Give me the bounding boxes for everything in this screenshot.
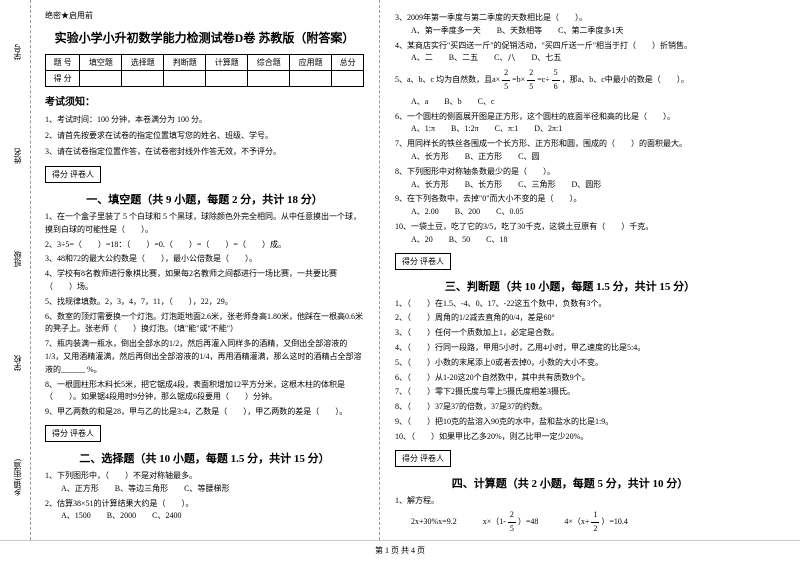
question: 5、a、b、c 均为自然数，且a× 25 =b× 25 =c÷ 56 ，那a、b… [395, 67, 745, 94]
table-cell [206, 71, 248, 87]
question: 1、下列图形中，（ ）不是对称轴最多。 A、正方形 B、等边三角形 C、等腰梯形 [45, 470, 364, 496]
table-cell [164, 71, 206, 87]
table-cell: 应用题 [290, 55, 332, 71]
question: 10、一袋土豆，吃了它的3/5，吃了30千克，这袋土豆原有（ ）千克。 A、20… [395, 221, 745, 247]
table-cell: 填空题 [80, 55, 122, 71]
question: 2、估算38×51的计算结果大约是（ ）。 A、1500 B、2000 C、24… [45, 498, 364, 524]
question: 1、在一个盒子里装了 5 个白球和 5 个黑球，球除颜色外完全相同。从中任意摸出… [45, 211, 364, 237]
section-3-title: 三、判断题（共 10 小题，每题 1.5 分，共计 15 分） [395, 278, 745, 294]
table-cell: 判断题 [164, 55, 206, 71]
table-cell: 总分 [332, 55, 364, 71]
question: 7、瓶内装满一瓶水，倒出全部水的1/2，然后再灌入同样多的酒精，又倒出全部溶液的… [45, 338, 364, 376]
question: 8、一根圆柱形木料长5米，把它锯成4段，表面积增加12平方分米，这根木柱的体积是… [45, 379, 364, 405]
section-2-title: 二、选择题（共 10 小题，每题 1.5 分，共计 15 分） [45, 450, 364, 466]
secret-label: 绝密★启用前 [45, 10, 364, 21]
section-1-title: 一、填空题（共 9 小题，每题 2 分，共计 18 分） [45, 191, 364, 207]
table-cell: 题 号 [46, 55, 80, 71]
exam-title: 实验小学小升初数学能力检测试卷D卷 苏教版（附答案） [45, 29, 364, 46]
notice-item: 1、考试时间：100 分钟，本卷满分为 100 分。 [45, 114, 364, 126]
binding-label: 学校 [12, 355, 23, 371]
binding-label: 学号 [12, 44, 23, 60]
left-content: 绝密★启用前 实验小学小升初数学能力检测试卷D卷 苏教版（附答案） 题 号 填空… [45, 10, 364, 523]
fraction: 56 [552, 67, 560, 94]
eq-text: 4×（x+ [564, 517, 589, 526]
equation-line: 2x+30%x=9.2 x×（1- 25 ）=48 4×（x+ 12 ）=10.… [395, 509, 745, 536]
score-table: 题 号 填空题 选择题 判断题 计算题 综合题 应用题 总分 得 分 [45, 54, 364, 87]
notice-item: 3、请在试卷指定位置作答，在试卷密封线外作答无效，不予评分。 [45, 146, 364, 158]
question: 10、（ ）如果甲比乙多20%，则乙比甲一定少20%。 [395, 431, 745, 444]
question: 8、下列图形中对称轴条数最少的是（ ）。 A、长方形 B、长方形 C、三角形 D… [395, 166, 745, 192]
question: 5、（ ）小数的末尾添上0或者去掉0，小数的大小不变。 [395, 357, 745, 370]
q-text: =c÷ [537, 75, 549, 84]
eq-text: x×（1- [483, 517, 506, 526]
fraction: 25 [508, 509, 516, 536]
eq-text: ）=10.4 [601, 517, 628, 526]
notice-item: 2、请首先按要求在试卷的指定位置填写您的姓名、班级、学号。 [45, 130, 364, 142]
question: 4、（ ）行同一段路，甲用5小时，乙用4小时，甲乙速度的比是5:4。 [395, 342, 745, 355]
page-footer: 第 1 页 共 4 页 [0, 540, 800, 560]
question: 5、找规律填数。2，3，4，7，11，（ ），22，29。 [45, 296, 364, 309]
page-container: 学号 姓名 班级 学校 乡镇(街道) 绝密★启用前 实验小学小升初数学能力检测试… [0, 0, 800, 540]
question: 8、（ ）37是37的倍数，37是37的约数。 [395, 401, 745, 414]
binding-label: 班级 [12, 251, 23, 267]
table-cell: 计算题 [206, 55, 248, 71]
right-column: 3、2009年第一季度与第二季度的天数相比是（ ）。 A、第一季度多一天 B、天… [380, 0, 760, 540]
section-4-title: 四、计算题（共 2 小题，每题 5 分，共计 10 分） [395, 475, 745, 491]
binding-dashed-line [30, 0, 31, 540]
question: 6、数室的顶灯需要换一个灯泡。灯泡距地面2.6米，张老师身高1.80米，他踩在一… [45, 311, 364, 337]
question: 6、一个圆柱的侧面展开图是正方形，这个圆柱的底面半径和高的比是（ ）。 A、1:… [395, 111, 745, 137]
table-cell [332, 71, 364, 87]
question: 2、3÷5=（ ）=18：（ ）=0.（ ）=（ ）=（ ）成。 [45, 239, 364, 252]
question: 9、甲乙两数的和是28，甲与乙的比是3:4，乙数是（ ），甲乙两数的差是（ ）。 [45, 406, 364, 419]
table-cell: 得 分 [46, 71, 80, 87]
fraction: 25 [502, 67, 510, 94]
question: 3、48和72的最大公约数是（ ），最小公倍数是（ ）。 [45, 253, 364, 266]
question: 6、（ ）从1-20这20个自然数中，其中共有质数9个。 [395, 372, 745, 385]
table-cell [290, 71, 332, 87]
question: 7、（ ）零下2摄氏度与零上5摄氏度相差3摄氏。 [395, 386, 745, 399]
table-row: 得 分 [46, 71, 364, 87]
question: 1、（ ）在1.5、-4、0、17、-22这五个数中，负数有3个。 [395, 298, 745, 311]
table-cell [248, 71, 290, 87]
table-cell: 综合题 [248, 55, 290, 71]
table-cell [80, 71, 122, 87]
reviewer-box: 得分 评卷人 [395, 253, 451, 270]
question: 2、（ ）周角的1/2减去直角的0/4，差是60° [395, 312, 745, 325]
left-column: 学号 姓名 班级 学校 乡镇(街道) 绝密★启用前 实验小学小升初数学能力检测试… [0, 0, 380, 540]
table-cell: 选择题 [122, 55, 164, 71]
question: 3、2009年第一季度与第二季度的天数相比是（ ）。 A、第一季度多一天 B、天… [395, 12, 745, 38]
reviewer-box: 得分 评卷人 [45, 166, 101, 183]
eq-text: 2x+30%x=9.2 [411, 517, 457, 526]
question: 9、在下列各数中，去掉"0"而大小不变的是（ ）。 A、2.00 B、200 C… [395, 193, 745, 219]
q-text: 5、a、b、c 均为自然数，且a× [395, 75, 500, 84]
question: 4、某商店实行"买四送一斤"的促销活动，"买四斤送一斤"相当于打（ ）折销售。 … [395, 40, 745, 66]
question: 3、（ ）任何一个质数加上1，必定是合数。 [395, 327, 745, 340]
table-row: 题 号 填空题 选择题 判断题 计算题 综合题 应用题 总分 [46, 55, 364, 71]
binding-label: 姓名 [12, 148, 23, 164]
question: 7、用同样长的铁丝各围成一个长方形、正方形和圆，围成的（ ）的面积最大。 A、长… [395, 138, 745, 164]
question: 1、解方程。 [395, 495, 745, 508]
fraction: 12 [591, 509, 599, 536]
eq-text: ）=48 [518, 517, 539, 526]
notice-title: 考试须知： [45, 93, 364, 108]
question: 4、学校有8名教师进行象棋比赛，如果每2名教师之间都进行一场比赛，一共要比赛（ … [45, 268, 364, 294]
q-text: ，那a、b、c中最小的数是（ ）。 [562, 75, 689, 84]
q-text: =b× [512, 75, 525, 84]
fraction: 25 [527, 67, 535, 94]
question-options: A、a B、b C、c [395, 96, 745, 109]
reviewer-box: 得分 评卷人 [45, 425, 101, 442]
binding-label: 乡镇(街道) [12, 459, 23, 496]
reviewer-box: 得分 评卷人 [395, 450, 451, 467]
table-cell [122, 71, 164, 87]
question: 9、（ ）把10克的盐溶入90克的水中，盐和盐水的比是1:9。 [395, 416, 745, 429]
